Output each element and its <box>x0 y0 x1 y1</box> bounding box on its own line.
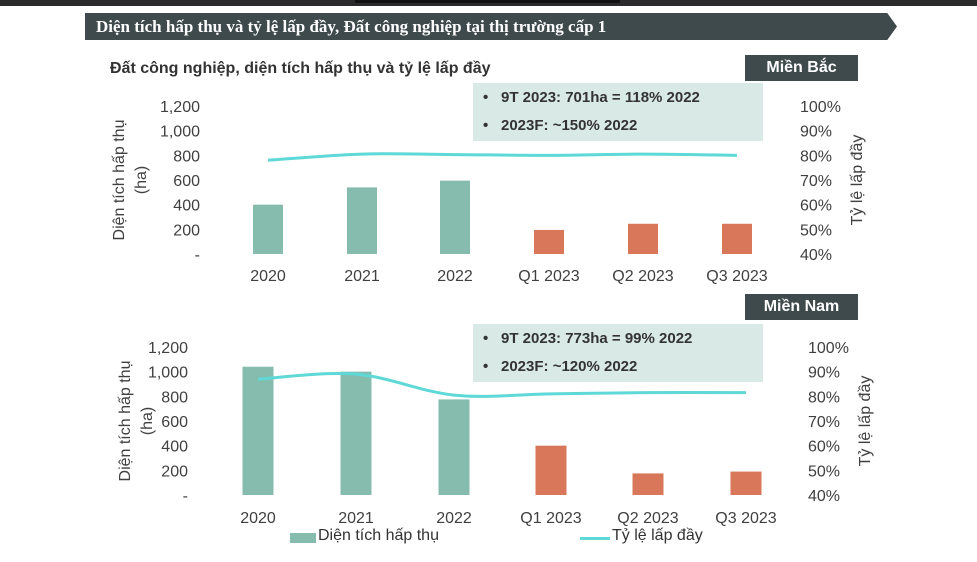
y-tick-label: 1,000 <box>148 365 188 382</box>
y2-tick-label: 60% <box>800 198 832 215</box>
y-tick-label: 600 <box>161 414 188 431</box>
annotation-line: • 9T 2023: 701ha = 118% 2022 <box>483 89 700 106</box>
x-tick-label: 2022 <box>437 268 473 285</box>
y2-tick-label: 90% <box>800 124 832 141</box>
top-edge-bar <box>0 0 977 6</box>
bar-q2-2023 <box>632 473 664 495</box>
y-tick-label: 600 <box>173 173 200 190</box>
annotation-line: • 2023F: ~150% 2022 <box>483 117 638 134</box>
y2-tick-label: 50% <box>808 463 840 480</box>
y2-tick-label: 60% <box>808 439 840 456</box>
bar-2021 <box>347 187 377 254</box>
y-axis-title: Diện tích hấp thụ <box>111 120 128 241</box>
bar-2020 <box>253 204 283 254</box>
annotation-text: 9T 2023: 701ha = 118% 2022 <box>501 89 700 106</box>
x-tick-label: Q3 2023 <box>706 268 767 285</box>
y-tick-label: 800 <box>161 389 188 406</box>
annotation-box-north: • 9T 2023: 701ha = 118% 2022 • 2023F: ~150… <box>473 83 763 141</box>
annotation-line: • 9T 2023: 773ha = 99% 2022 <box>483 330 693 347</box>
y2-axis-title: Tỷ lệ lấp đầy <box>857 376 874 467</box>
chart-title: Đất công nghiệp, diện tích hấp thụ và tỷ… <box>110 60 491 77</box>
y2-tick-label: 40% <box>800 247 832 264</box>
annotation-text: 2023F: ~120% 2022 <box>501 358 638 375</box>
y-axis-title: Diện tích hấp thụ <box>117 361 134 482</box>
bar-2022 <box>438 399 470 495</box>
bar-q2-2023 <box>628 223 658 254</box>
legend-bar-swatch <box>290 533 316 543</box>
bar-q3-2023 <box>722 223 752 254</box>
y-axis-title-unit: (ha) <box>139 407 156 435</box>
occupancy-line <box>267 152 738 162</box>
annotation-line: • 2023F: ~120% 2022 <box>483 358 638 375</box>
y2-axis-title: Tỷ lệ lấp đầy <box>849 135 866 226</box>
y2-tick-label: 100% <box>808 340 849 357</box>
y2-tick-label: 70% <box>800 173 832 190</box>
y-tick-label: 1,200 <box>148 340 188 357</box>
bar-2022 <box>440 180 470 254</box>
y-tick-label: 1,200 <box>160 99 200 116</box>
slide-title: Diện tích hấp thụ và tỷ lệ lấp đầy, Đất … <box>96 17 607 36</box>
y2-tick-label: 70% <box>808 414 840 431</box>
y2-tick-label: 40% <box>808 488 840 505</box>
x-tick-label: 2022 <box>436 510 472 527</box>
annotation-box-south: • 9T 2023: 773ha = 99% 2022 • 2023F: ~120%… <box>473 324 763 382</box>
x-tick-label: Q2 2023 <box>617 510 678 527</box>
x-tick-label: 2021 <box>344 268 380 285</box>
y-tick-label: - <box>183 488 188 505</box>
annotation-text: 2023F: ~150% 2022 <box>501 117 638 134</box>
y2-tick-label: 100% <box>800 99 841 116</box>
x-tick-label: Q1 2023 <box>520 510 581 527</box>
y2-tick-label: 50% <box>800 222 832 239</box>
x-tick-label: Q3 2023 <box>715 510 776 527</box>
slide-banner: Diện tích hấp thụ và tỷ lệ lấp đầy, Đất … <box>85 13 897 40</box>
x-tick-label: 2020 <box>250 268 286 285</box>
y-axis-title-unit: (ha) <box>133 166 150 194</box>
y-tick-label: 200 <box>161 463 188 480</box>
x-tick-label: Q1 2023 <box>518 268 579 285</box>
x-tick-label: 2020 <box>240 510 276 527</box>
y-tick-label: 1,000 <box>160 124 200 141</box>
x-tick-label: Q2 2023 <box>612 268 673 285</box>
y-tick-label: 400 <box>161 439 188 456</box>
y-tick-label: - <box>195 247 200 264</box>
legend-line-swatch <box>580 537 610 540</box>
x-tick-label: 2021 <box>338 510 374 527</box>
occupancy-line <box>257 372 747 398</box>
bar-2020 <box>242 366 274 495</box>
region-tag-south: Miền Nam <box>745 294 858 320</box>
y2-tick-label: 80% <box>808 389 840 406</box>
bar-q3-2023 <box>730 471 762 495</box>
y-tick-label: 800 <box>173 148 200 165</box>
top-edge-tab <box>355 0 620 3</box>
y2-tick-label: 90% <box>808 365 840 382</box>
legend-bar-label: Diện tích hấp thụ <box>318 527 439 544</box>
bar-q1-2023 <box>535 445 567 495</box>
legend-line-label: Tỷ lệ lấp đầy <box>612 527 703 544</box>
y-tick-label: 200 <box>173 222 200 239</box>
annotation-text: 9T 2023: 773ha = 99% 2022 <box>501 330 693 347</box>
y2-tick-label: 80% <box>800 148 832 165</box>
region-tag-north: Miền Bắc <box>745 55 858 81</box>
y-tick-label: 400 <box>173 198 200 215</box>
bar-q1-2023 <box>534 229 564 254</box>
bar-2021 <box>340 371 372 495</box>
